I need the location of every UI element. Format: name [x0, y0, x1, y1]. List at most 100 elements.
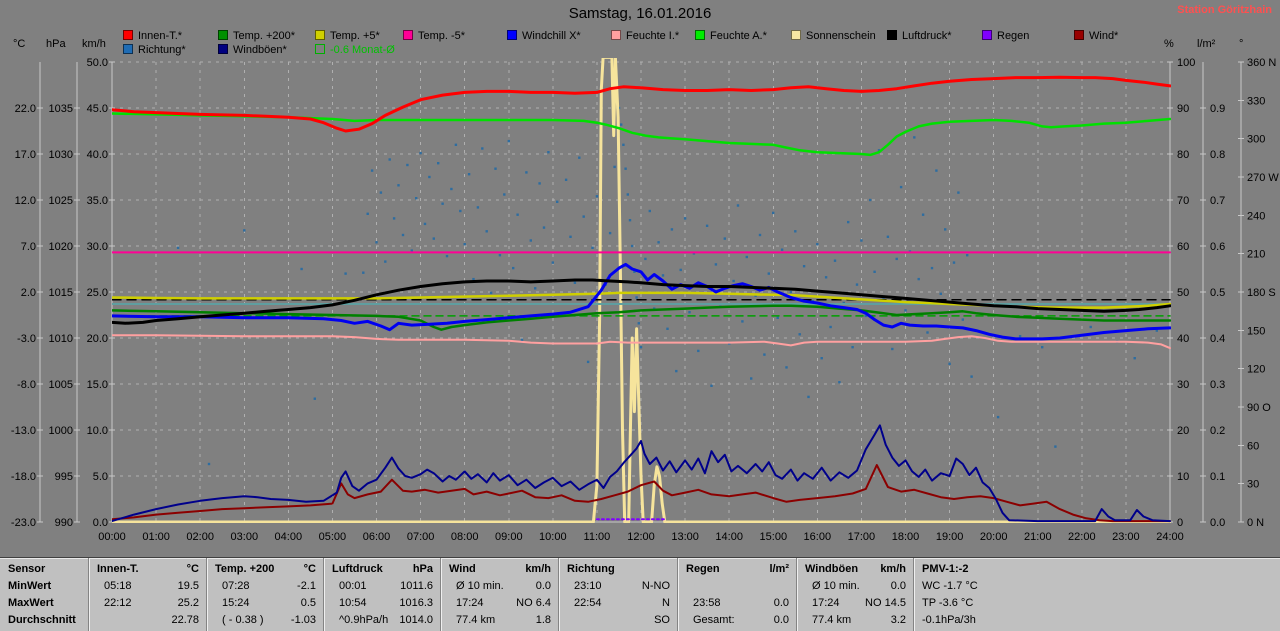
svg-text:24:00: 24:00	[1156, 531, 1184, 543]
svg-text:0.4: 0.4	[1210, 333, 1225, 345]
stats-row: PMV-1:-2	[914, 561, 1280, 578]
axis-unit-kmh: km/h	[82, 38, 106, 50]
svg-text:-8.0: -8.0	[17, 379, 36, 391]
svg-text:15:00: 15:00	[760, 531, 788, 543]
svg-text:16:00: 16:00	[804, 531, 832, 543]
svg-text:150: 150	[1247, 325, 1265, 337]
stats-row: 15:24 0.5	[207, 595, 323, 612]
stats-row: MinWert	[0, 578, 88, 595]
stats-cell-label: 05:18	[104, 580, 132, 592]
stats-row: ( - 0.38 ) -1.03	[207, 612, 323, 629]
stats-cell-label: MinWert	[8, 580, 52, 592]
stats-cell-label: Luftdruck	[332, 563, 383, 575]
stats-cell-value: °C	[303, 563, 316, 575]
svg-text:0.5: 0.5	[1210, 287, 1225, 299]
axis-unit-hpa: hPa	[46, 38, 66, 50]
svg-text:22.0: 22.0	[15, 103, 36, 115]
svg-text:09:00: 09:00	[495, 531, 523, 543]
axis-unit-percent: %	[1164, 38, 1174, 50]
svg-text:210: 210	[1247, 249, 1265, 261]
svg-text:05:00: 05:00	[319, 531, 347, 543]
stats-row: Innen-T. °C	[89, 561, 206, 578]
svg-text:30: 30	[1247, 479, 1259, 491]
legend-swatch	[887, 30, 897, 40]
svg-text:1010: 1010	[49, 333, 73, 345]
stats-cell-label: 07:28	[222, 580, 250, 592]
stats-cell-value: 25.2	[177, 597, 199, 609]
legend-item-wind-: Wind*	[1074, 30, 1118, 42]
legend-label: Temp. +200*	[233, 30, 296, 42]
legend-label: Feuchte I.*	[626, 30, 680, 42]
svg-text:20.0: 20.0	[87, 333, 108, 345]
stats-cell-label: Ø 10 min.	[812, 580, 860, 592]
stats-cell-value: 1014.0	[399, 614, 433, 626]
stats-cell-label: Innen-T.	[97, 563, 139, 575]
stats-cell-label: 00:01	[339, 580, 367, 592]
stats-row: SO	[559, 612, 677, 629]
svg-text:360 N: 360 N	[1247, 57, 1276, 69]
svg-text:60: 60	[1177, 241, 1189, 253]
svg-text:50: 50	[1177, 287, 1189, 299]
svg-text:-13.0: -13.0	[11, 425, 36, 437]
svg-text:02:00: 02:00	[186, 531, 214, 543]
svg-text:00:00: 00:00	[98, 531, 126, 543]
svg-text:1005: 1005	[49, 379, 73, 391]
series-luftdruck	[112, 278, 1171, 325]
svg-text:-23.0: -23.0	[11, 517, 36, 529]
series-feuchte-i	[112, 334, 1171, 350]
svg-text:30: 30	[1177, 379, 1189, 391]
stats-cell-label: Durchschnitt	[8, 614, 76, 626]
legend-swatch	[611, 30, 621, 40]
series-wind	[112, 464, 1171, 523]
legend-item-temp-5-: Temp. -5*	[403, 30, 465, 42]
svg-text:1030: 1030	[49, 149, 73, 161]
svg-text:270 W: 270 W	[1247, 172, 1279, 184]
stats-cell-value: 3.2	[890, 614, 906, 626]
stats-row: 05:18 19.5	[89, 578, 206, 595]
stats-row: -0.1hPa/3h	[914, 612, 1280, 629]
legend-item--0-6-monat-: -0.6 Monat-Ø	[315, 44, 395, 56]
stats-cell-value: 0.0	[890, 580, 906, 592]
svg-text:0.6: 0.6	[1210, 241, 1225, 253]
legend-label: Sonnenschein	[806, 30, 876, 42]
stats-cell-value: N-NO	[641, 580, 670, 592]
stats-cell-value: 1011.6	[400, 580, 433, 592]
stats-row: Ø 10 min. 0.0	[441, 578, 558, 595]
stats-row: Regen l/m²	[678, 561, 796, 578]
stats-cell-value: 1.8	[535, 614, 551, 626]
legend-label: Temp. -5*	[418, 30, 466, 42]
stats-row: 22:12 25.2	[89, 595, 206, 612]
stats-row: Luftdruck hPa	[324, 561, 440, 578]
stats-cell-value: N	[662, 597, 670, 609]
stats-row: 23:58 0.0	[678, 595, 796, 612]
stats-cell-label: Temp. +200	[215, 563, 275, 575]
svg-text:19:00: 19:00	[936, 531, 964, 543]
axis-unit-lm2: l/m²	[1197, 38, 1216, 50]
svg-text:18:00: 18:00	[892, 531, 920, 543]
svg-text:11:00: 11:00	[584, 531, 611, 543]
stats-row: TP -3.6 °C	[914, 595, 1280, 612]
stats-cell-label: 22:54	[574, 597, 602, 609]
legend-item-temp-200-: Temp. +200*	[218, 30, 295, 42]
legend-item-temp-5-: Temp. +5*	[315, 30, 380, 42]
stats-panel-windboeen: Windböen km/h Ø 10 min. 0.0 17:24 NO 14.5 77.4…	[796, 558, 913, 631]
legend-swatch	[1074, 30, 1084, 40]
chart-axis-labels: 22.0 17.0 12.0 7.0 2.0 -3.0 -8.0 -13.0 -18.0 -23.…	[11, 57, 1279, 543]
stats-panel-pmv: PMV-1:-2 WC -1.7 °C TP -3.6 °C -0.1hPa/3h	[913, 558, 1280, 631]
stats-cell-label: 22:12	[104, 597, 132, 609]
stats-panel-richtung: Richtung 23:10 N-NO 22:54 N SO	[558, 558, 677, 631]
stats-cell-label: Windböen	[805, 563, 859, 575]
legend-item-luftdruck-: Luftdruck*	[887, 30, 952, 42]
stats-panel-wind: Wind km/h Ø 10 min. 0.0 17:24 NO 6.4 77.4 km 1.…	[440, 558, 558, 631]
stats-cell-label: WC -1.7 °C	[922, 580, 978, 592]
stats-cell-value: l/m²	[769, 563, 789, 575]
svg-text:10: 10	[1177, 471, 1189, 483]
stats-cell-label: ( - 0.38 )	[222, 614, 264, 626]
svg-text:1035: 1035	[49, 103, 73, 115]
stats-panel-innen-t: Innen-T. °C 05:18 19.5 22:12 25.2 22.78	[88, 558, 206, 631]
legend-swatch	[403, 30, 413, 40]
stats-cell-label: Regen	[686, 563, 720, 575]
legend-label: Temp. +5*	[330, 30, 380, 42]
svg-text:08:00: 08:00	[451, 531, 479, 543]
stats-panel-luftdruck: Luftdruck hPa 00:01 1011.6 10:54 1016.3 ^0.9hP…	[323, 558, 440, 631]
